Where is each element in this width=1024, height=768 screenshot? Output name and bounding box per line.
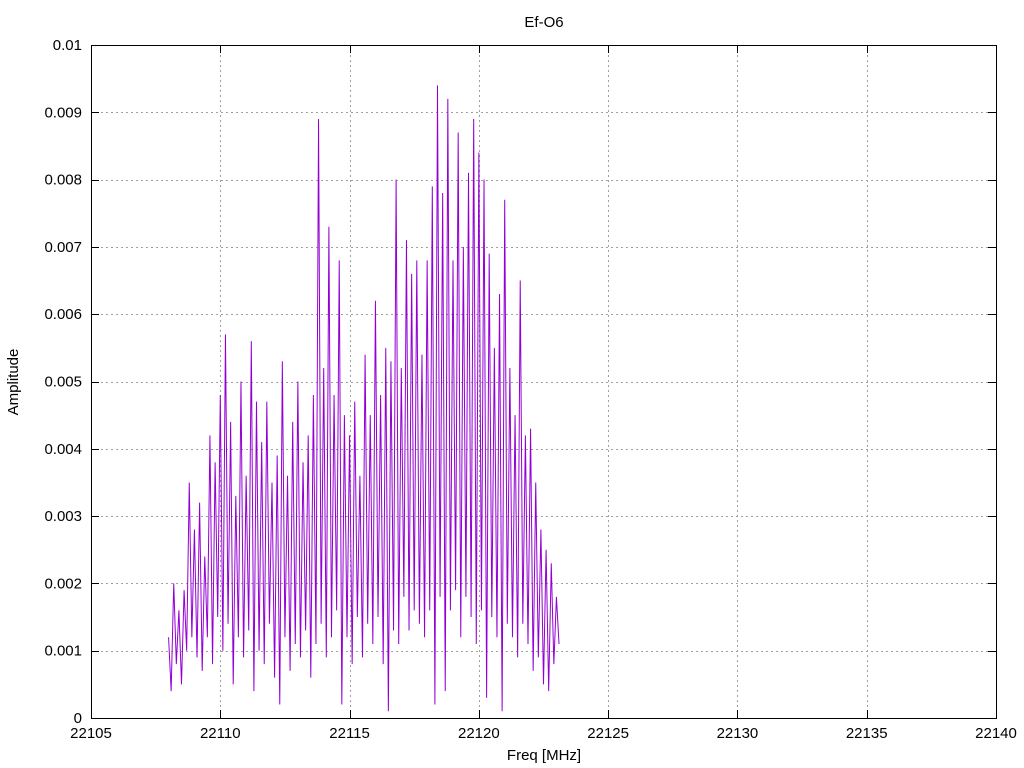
- x-tick-label: 22115: [329, 725, 370, 742]
- x-tick-label: 22135: [846, 725, 888, 742]
- x-tick-label: 22140: [975, 725, 1017, 742]
- x-tick-label: 22120: [458, 725, 500, 742]
- x-tick-label: 22110: [200, 725, 241, 742]
- y-tick-label: 0.009: [44, 104, 82, 121]
- x-axis-title: Freq [MHz]: [507, 747, 581, 764]
- x-tick-label: 22125: [587, 725, 629, 742]
- x-tick-label: 22105: [70, 725, 112, 742]
- y-tick-label: 0.005: [44, 374, 82, 391]
- x-tick-labels: 22105 22110 22115 22120 22125 22130 22135 22140: [70, 725, 1017, 742]
- y-tick-label: 0.008: [44, 172, 82, 189]
- chart-title: Ef-O6: [524, 14, 563, 31]
- y-tick-label: 0.004: [44, 441, 82, 458]
- y-tick-label: 0: [74, 710, 82, 727]
- y-tick-labels: 0 0.001 0.002 0.003 0.004 0.005 0.006 0.007 0.00…: [44, 37, 82, 727]
- tick-marks: [91, 45, 997, 719]
- plot-area: [168, 85, 560, 712]
- spectrum-line: [168, 85, 560, 712]
- y-tick-label: 0.001: [44, 643, 82, 660]
- grid: [91, 45, 996, 718]
- y-tick-label: 0.003: [44, 508, 82, 525]
- y-tick-label: 0.01: [53, 37, 82, 54]
- y-tick-label: 0.006: [44, 306, 82, 323]
- x-tick-label: 22130: [717, 725, 759, 742]
- y-tick-label: 0.002: [44, 575, 82, 592]
- y-tick-label: 0.007: [44, 239, 82, 256]
- y-axis-title: Amplitude: [5, 349, 22, 416]
